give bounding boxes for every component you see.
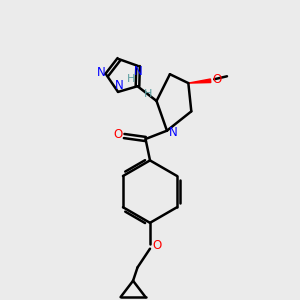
Text: O: O [113, 128, 122, 141]
Text: N: N [115, 79, 124, 92]
Text: H: H [144, 89, 152, 99]
Text: N: N [134, 65, 142, 78]
Polygon shape [188, 79, 211, 83]
Text: N: N [169, 126, 178, 139]
Text: O: O [152, 239, 161, 252]
Text: O: O [212, 73, 222, 86]
Text: H: H [127, 74, 136, 83]
Text: N: N [97, 66, 106, 79]
